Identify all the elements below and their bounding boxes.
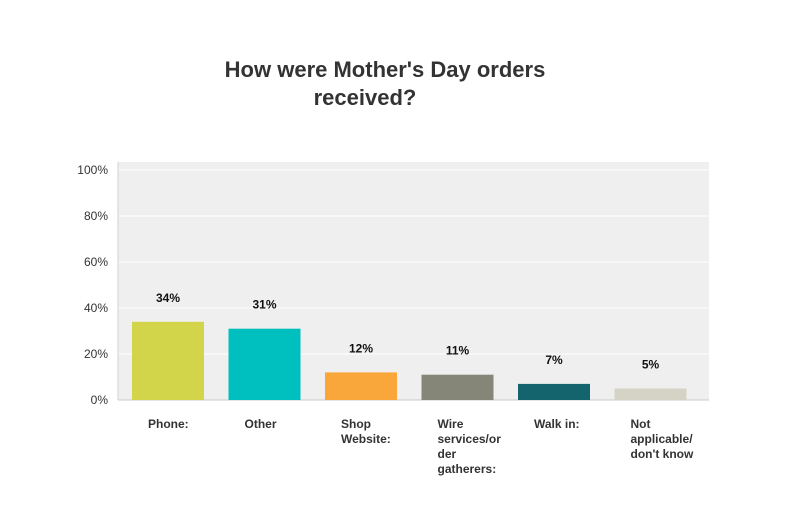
y-tick-label: 0% bbox=[91, 393, 109, 407]
grid-lines bbox=[118, 169, 709, 355]
category-label: Other bbox=[245, 417, 277, 431]
category-label: Walk in: bbox=[534, 417, 580, 431]
data-label: 31% bbox=[252, 298, 276, 312]
category-label-line: Other bbox=[245, 417, 277, 431]
chart-title: How were Mother's Day orders received? bbox=[200, 56, 570, 112]
category-label-line: der bbox=[438, 447, 457, 461]
bar bbox=[132, 321, 204, 400]
y-tick-label: 40% bbox=[84, 301, 108, 315]
bar bbox=[421, 374, 494, 400]
x-axis: Phone: Other Shop Website: Wire services/or de… bbox=[148, 417, 694, 476]
bar bbox=[228, 328, 301, 400]
data-label: 11% bbox=[446, 344, 470, 358]
category-label-line: don't know bbox=[631, 447, 695, 461]
category-label-line: Walk in: bbox=[534, 417, 580, 431]
y-tick-label: 60% bbox=[84, 255, 108, 269]
category-label: Phone: bbox=[148, 417, 189, 431]
category-label-line: applicable/ bbox=[631, 432, 694, 446]
bars bbox=[132, 321, 687, 400]
category-label-line: Website: bbox=[341, 432, 391, 446]
data-labels: 34% 31% 12% 11% 7% 5% bbox=[156, 291, 660, 372]
bar bbox=[614, 388, 687, 400]
data-label: 7% bbox=[545, 353, 563, 367]
category-label-line: Wire bbox=[438, 417, 464, 431]
category-label: Wire services/or der gatherers: bbox=[438, 417, 502, 476]
category-label: Not applicable/don't know bbox=[631, 417, 695, 461]
y-tick-label: 100% bbox=[77, 163, 108, 177]
bar bbox=[325, 372, 397, 400]
chart-title-line-2: received? bbox=[313, 85, 417, 110]
category-label-line: services/or bbox=[438, 432, 502, 446]
category-label-line: Not bbox=[631, 417, 651, 431]
category-label-line: Shop bbox=[341, 417, 371, 431]
chart-title-line-1: How were Mother's Day orders bbox=[224, 57, 546, 82]
plot-background bbox=[118, 162, 709, 400]
data-label: 12% bbox=[349, 341, 373, 355]
data-label: 34% bbox=[156, 291, 180, 305]
y-tick-label: 80% bbox=[84, 209, 108, 223]
category-label: Shop Website: bbox=[341, 417, 391, 446]
category-label-line: Phone: bbox=[148, 417, 189, 431]
y-tick-label: 20% bbox=[84, 347, 108, 361]
category-label-line: gatherers: bbox=[438, 462, 497, 476]
bar bbox=[518, 383, 590, 400]
y-axis: 0% 20% 40% 60% 80% 100% bbox=[77, 162, 709, 407]
data-label: 5% bbox=[642, 358, 660, 372]
